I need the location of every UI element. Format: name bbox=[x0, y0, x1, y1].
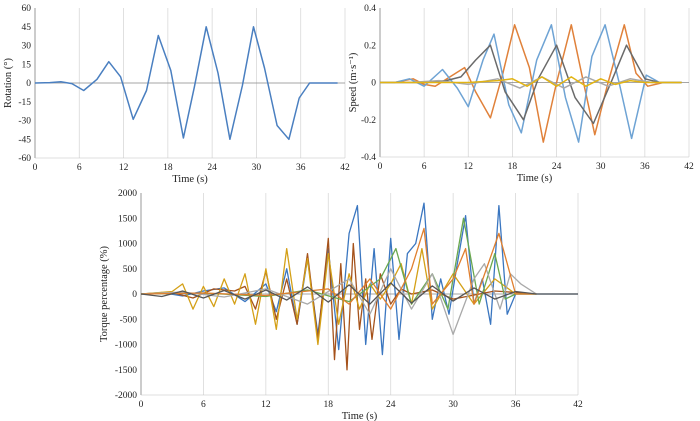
speed-y-tick-label: 0.2 bbox=[364, 41, 376, 51]
torque-series-1-line bbox=[140, 237, 537, 371]
speed-x-tick-label: 24 bbox=[552, 162, 562, 172]
speed-x-tick-label: 42 bbox=[684, 162, 694, 172]
speed-x-tick-label: 12 bbox=[464, 162, 474, 172]
rotation-chart: 0 6 12 18 24 30 36 42 60 45 30 15 0 -15 -30 -45 -60 Time … bbox=[3, 4, 350, 185]
speed-series-4-line bbox=[380, 76, 682, 87]
torque-x-tick-label: 12 bbox=[261, 400, 271, 410]
rotation-x-tick-label: 12 bbox=[119, 163, 129, 173]
torque-x-axis-label: Time (s) bbox=[342, 411, 378, 421]
torque-y-tick-label: 2000 bbox=[118, 189, 137, 199]
speed-series-1-line bbox=[380, 24, 682, 143]
rotation-x-tick-label: 6 bbox=[77, 163, 82, 173]
speed-x-tick-label: 18 bbox=[508, 162, 518, 172]
torque-series-5-line bbox=[140, 227, 537, 310]
rotation-y-tick-label: 60 bbox=[22, 4, 32, 14]
speed-y-axis-label: Speed (m·s⁻¹) bbox=[348, 52, 359, 112]
torque-x-tick-label: 6 bbox=[201, 400, 206, 410]
torque-y-tick-label: -500 bbox=[120, 315, 138, 325]
torque-x-tick-label: 18 bbox=[324, 400, 334, 410]
torque-y-tick-label: -2000 bbox=[115, 391, 137, 401]
rotation-x-tick-label: 24 bbox=[207, 163, 217, 173]
rotation-x-tick-label: 42 bbox=[340, 163, 350, 173]
torque-series-4-line bbox=[140, 263, 537, 336]
torque-y-tick-label: -1500 bbox=[115, 366, 137, 376]
torque-x-tick-label: 30 bbox=[448, 400, 458, 410]
torque-x-tick-label: 24 bbox=[386, 400, 396, 410]
speed-x-tick-label: 0 bbox=[378, 162, 383, 172]
torque-x-tick-label: 36 bbox=[511, 400, 521, 410]
rotation-y-tick-label: 15 bbox=[22, 60, 32, 70]
rotation-y-tick-label: -15 bbox=[18, 98, 31, 108]
torque-y-tick-label: -1000 bbox=[115, 341, 137, 351]
rotation-x-tick-label: 18 bbox=[163, 163, 173, 173]
speed-y-tick-label: -0.4 bbox=[361, 153, 376, 163]
speed-chart: 0 6 12 18 24 30 36 42 0.4 0.2 0 -0.2 -0.4 Time (s) Spe… bbox=[348, 4, 694, 184]
speed-x-axis-label: Time (s) bbox=[517, 173, 553, 184]
rotation-y-tick-label: -60 bbox=[18, 154, 31, 164]
torque-chart: 0 6 12 18 24 30 36 42 2000 1500 1000 500 0 -500 -1000 -… bbox=[99, 189, 583, 421]
torque-x-tick-label: 42 bbox=[573, 400, 583, 410]
speed-y-tick-label: 0 bbox=[371, 79, 376, 89]
torque-y-tick-label: 1500 bbox=[118, 214, 137, 224]
rotation-y-tick-label: 30 bbox=[22, 42, 32, 52]
rotation-series-0-line bbox=[34, 26, 338, 141]
torque-y-tick-label: 500 bbox=[123, 265, 138, 275]
speed-series-0-line bbox=[380, 24, 682, 143]
rotation-y-tick-label: -45 bbox=[18, 135, 31, 145]
speed-x-tick-label: 36 bbox=[640, 162, 650, 172]
torque-y-tick-label: 1000 bbox=[118, 240, 137, 250]
rotation-x-axis-label: Time (s) bbox=[172, 174, 208, 185]
torque-y-axis-label: Torque percentage (%) bbox=[99, 245, 110, 342]
torque-x-tick-label: 0 bbox=[139, 400, 144, 410]
rotation-x-tick-label: 36 bbox=[296, 163, 306, 173]
torque-series-6-line bbox=[140, 282, 578, 305]
rotation-y-tick-label: 45 bbox=[22, 23, 32, 33]
speed-y-tick-label: 0.4 bbox=[364, 4, 376, 14]
rotation-x-tick-label: 30 bbox=[252, 163, 262, 173]
speed-x-tick-label: 30 bbox=[596, 162, 606, 172]
torque-y-tick-label: 0 bbox=[132, 290, 137, 300]
torque-series-0-line bbox=[140, 202, 578, 356]
speed-y-tick-label: -0.2 bbox=[361, 116, 376, 126]
rotation-y-tick-label: -30 bbox=[18, 117, 31, 127]
rotation-x-tick-label: 0 bbox=[33, 163, 38, 173]
rotation-y-axis-label: Rotation (°) bbox=[3, 58, 14, 108]
rotation-y-tick-label: 0 bbox=[26, 79, 31, 89]
speed-x-tick-label: 6 bbox=[422, 162, 427, 172]
